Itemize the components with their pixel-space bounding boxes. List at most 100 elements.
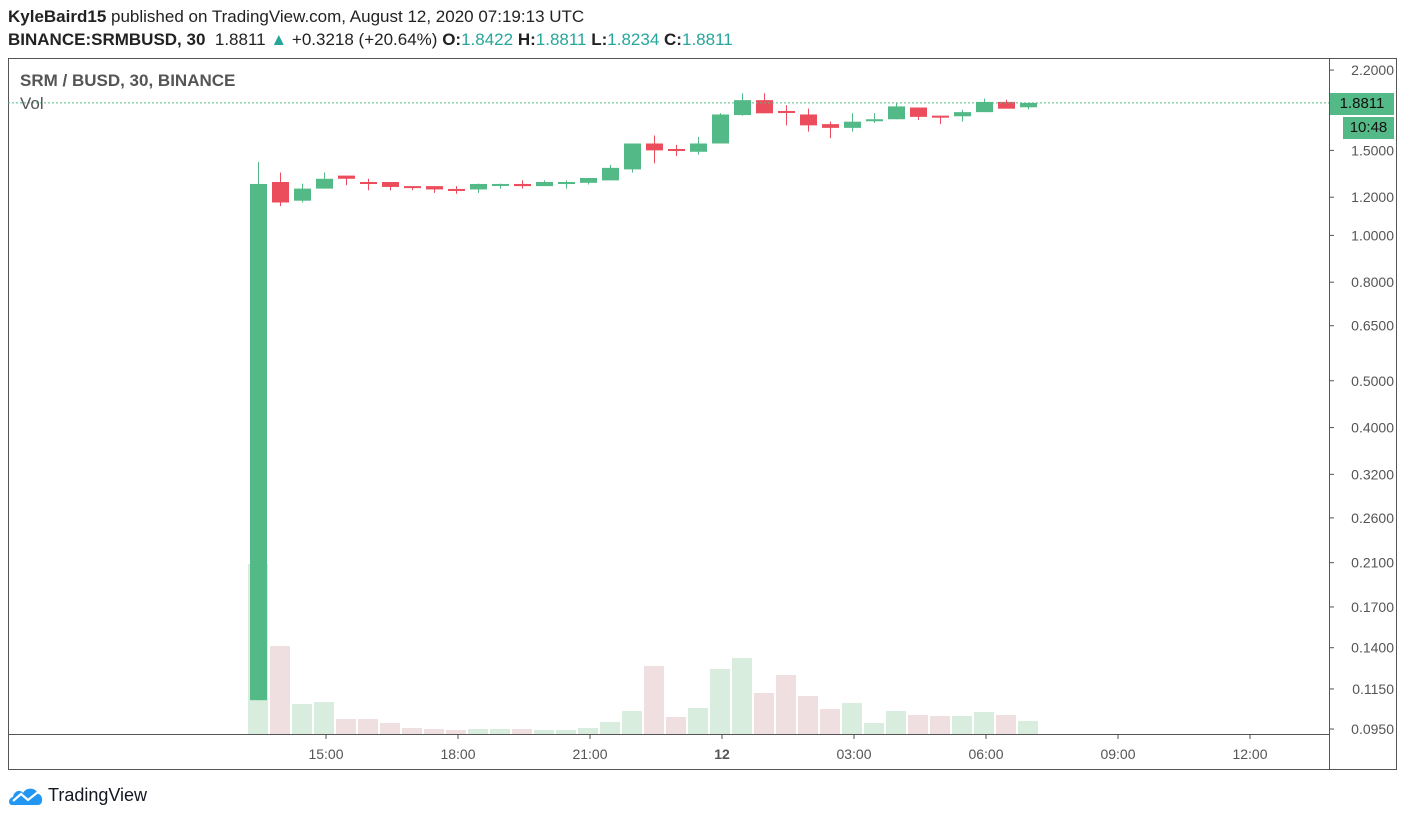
candle-body bbox=[844, 121, 861, 128]
volume-bar bbox=[402, 728, 422, 734]
volume-bar bbox=[292, 704, 312, 734]
candle-body bbox=[888, 106, 905, 120]
candle-body bbox=[316, 178, 333, 189]
price-tick-label: 0.3200 bbox=[1351, 466, 1394, 482]
bar-countdown: 10:48 bbox=[1343, 117, 1394, 139]
volume-bar bbox=[446, 730, 466, 734]
price-tick-label: 0.5000 bbox=[1351, 373, 1394, 389]
volume-bar bbox=[930, 716, 950, 734]
symbol: BINANCE:SRMBUSD, 30 bbox=[8, 30, 206, 49]
time-tick-label: 18:00 bbox=[440, 746, 475, 762]
candle-body bbox=[426, 186, 443, 190]
close-label: C: bbox=[664, 30, 682, 49]
price-tick-label: 0.8000 bbox=[1351, 274, 1394, 290]
volume-bar bbox=[556, 730, 576, 734]
volume-bar bbox=[974, 712, 994, 734]
time-tick-label: 12:00 bbox=[1232, 746, 1267, 762]
change: +0.3218 (+20.64%) bbox=[291, 30, 438, 49]
price-tick-label: 0.0950 bbox=[1351, 721, 1394, 737]
up-triangle-icon: ▲ bbox=[270, 30, 288, 49]
volume-bar bbox=[886, 711, 906, 734]
high-label: H: bbox=[517, 30, 536, 49]
volume-bar bbox=[490, 729, 510, 734]
candle-body bbox=[250, 183, 267, 701]
price-tick-label: 0.1400 bbox=[1351, 640, 1394, 656]
time-tick-label: 15:00 bbox=[308, 746, 343, 762]
volume-bar bbox=[754, 693, 774, 734]
candle-body bbox=[536, 182, 553, 187]
volume-bar bbox=[380, 723, 400, 734]
close-value: 1.8811 bbox=[681, 30, 733, 49]
candle-body bbox=[712, 114, 729, 144]
open-value: 1.8422 bbox=[461, 30, 514, 49]
price-tick-label: 1.0000 bbox=[1351, 227, 1394, 243]
volume-bar bbox=[600, 722, 620, 734]
candle-body bbox=[976, 101, 993, 113]
candle-body bbox=[778, 110, 795, 113]
volume-bar bbox=[908, 715, 928, 734]
candle-body bbox=[756, 100, 773, 114]
time-tick-label: 03:00 bbox=[836, 746, 871, 762]
volume-bar bbox=[1018, 721, 1038, 734]
volume-bar bbox=[732, 658, 752, 734]
candle-body bbox=[580, 177, 597, 183]
price-tick-label: 2.2000 bbox=[1351, 62, 1394, 78]
price-tick-label: 0.1700 bbox=[1351, 599, 1394, 615]
candle-body bbox=[558, 182, 575, 185]
volume-bar bbox=[798, 696, 818, 734]
volume-bar bbox=[820, 709, 840, 734]
volume-bar bbox=[842, 703, 862, 734]
candle-body bbox=[514, 183, 531, 187]
publish-info: KyleBaird15 published on TradingView.com… bbox=[8, 7, 584, 27]
last-price-label: 1.8811 bbox=[1330, 93, 1394, 115]
candle-body bbox=[954, 112, 971, 117]
volume-bar bbox=[644, 666, 664, 734]
candle-body bbox=[690, 143, 707, 152]
price-tick-label: 1.5000 bbox=[1351, 142, 1394, 158]
volume-bar bbox=[358, 719, 378, 734]
author[interactable]: KyleBaird15 bbox=[8, 7, 107, 26]
volume-bar bbox=[952, 716, 972, 734]
tradingview-logo[interactable]: TradingView bbox=[8, 784, 147, 806]
low-label: L: bbox=[591, 30, 608, 49]
candle-body bbox=[646, 143, 663, 151]
candle-body bbox=[800, 114, 817, 126]
high-value: 1.8811 bbox=[535, 30, 587, 49]
price-tick-label: 0.1150 bbox=[1352, 681, 1394, 697]
tradingview-cloud-icon bbox=[9, 788, 43, 805]
volume-bar bbox=[688, 708, 708, 734]
candle-body bbox=[910, 107, 927, 117]
volume-bar bbox=[864, 723, 884, 734]
candle-body bbox=[668, 148, 685, 151]
volume-bar bbox=[512, 729, 532, 734]
price-tick-label: 0.2100 bbox=[1351, 555, 1394, 571]
candle-body bbox=[624, 143, 641, 170]
candle-body bbox=[998, 101, 1015, 109]
symbol-info: BINANCE:SRMBUSD, 30 1.8811 ▲ +0.3218 (+2… bbox=[8, 30, 733, 50]
time-tick-label: 09:00 bbox=[1100, 746, 1135, 762]
candle-body bbox=[932, 115, 949, 118]
last-price: 1.8811 bbox=[214, 30, 266, 49]
volume-bar bbox=[424, 729, 444, 734]
price-tick-label: 0.6500 bbox=[1351, 318, 1394, 334]
price-tick-label: 0.2600 bbox=[1351, 510, 1394, 526]
published-text: published on TradingView.com, August 12,… bbox=[111, 7, 585, 26]
brand-name: TradingView bbox=[48, 784, 148, 805]
time-tick-label: 06:00 bbox=[968, 746, 1003, 762]
candle-body bbox=[294, 188, 311, 201]
volume-bar bbox=[534, 730, 554, 734]
candle-body bbox=[448, 188, 465, 191]
chart-legend-title: SRM / BUSD, 30, BINANCE bbox=[20, 71, 236, 90]
volume-bar bbox=[710, 669, 730, 734]
time-tick-label: 12 bbox=[714, 746, 730, 762]
open-label: O: bbox=[442, 30, 462, 49]
volume-bar bbox=[776, 675, 796, 734]
candle-body bbox=[822, 124, 839, 128]
candle-body bbox=[338, 175, 355, 179]
volume-bar bbox=[468, 729, 488, 734]
candle-body bbox=[492, 183, 509, 186]
price-tick-label: 1.2000 bbox=[1351, 189, 1394, 205]
candle-body bbox=[382, 182, 399, 187]
volume-bar bbox=[996, 715, 1016, 734]
